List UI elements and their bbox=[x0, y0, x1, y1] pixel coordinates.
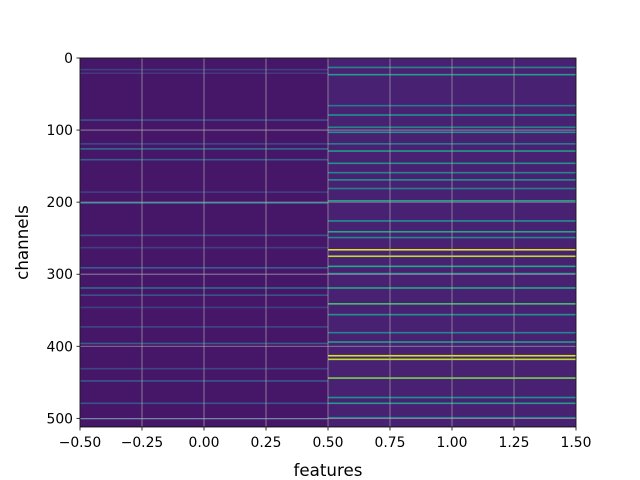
y-tick-label: 100 bbox=[46, 123, 73, 139]
y-tick-label: 300 bbox=[46, 267, 73, 283]
y-tick-label: 400 bbox=[46, 339, 73, 355]
y-tick-label: 0 bbox=[64, 51, 73, 67]
x-tick-label: −0.50 bbox=[59, 435, 102, 451]
x-axis: −0.50 −0.25 0.00 0.25 0.50 0.75 1.00 1.25 1.50 bbox=[59, 427, 592, 451]
x-tick-label: 1.00 bbox=[437, 435, 468, 451]
x-tick-label: 0.75 bbox=[375, 435, 406, 451]
y-tick-label: 500 bbox=[46, 411, 73, 427]
y-axis: 0 100 200 300 400 500 bbox=[46, 51, 80, 427]
x-tick-label: 0.00 bbox=[189, 435, 220, 451]
x-tick-label: 1.50 bbox=[561, 435, 592, 451]
y-tick-label: 200 bbox=[46, 195, 73, 211]
x-tick-label: −0.25 bbox=[121, 435, 164, 451]
y-axis-title: channels bbox=[12, 205, 32, 280]
x-axis-title: features bbox=[294, 460, 363, 480]
x-tick-label: 1.25 bbox=[499, 435, 530, 451]
x-tick-label: 0.50 bbox=[313, 435, 344, 451]
x-tick-label: 0.25 bbox=[251, 435, 282, 451]
